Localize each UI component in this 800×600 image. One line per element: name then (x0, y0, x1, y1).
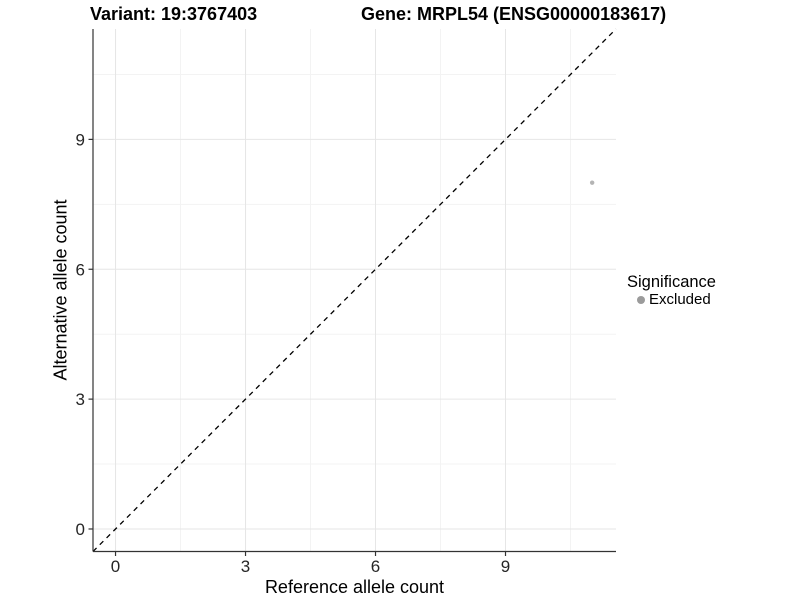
x-tick-label: 6 (371, 557, 380, 576)
x-tick-label: 0 (111, 557, 120, 576)
legend-entry-label: Excluded (649, 291, 711, 308)
y-tick-label: 6 (76, 260, 85, 279)
legend-entry-excluded: Excluded (627, 292, 716, 308)
identity-line (92, 28, 617, 552)
legend-key-dot-icon (637, 296, 645, 304)
data-point (589, 180, 595, 185)
y-axis-title: Alternative allele count (50, 199, 71, 381)
legend-title: Significance (627, 273, 716, 291)
plot-title-variant: Variant: 19:3767403 (90, 4, 258, 24)
y-tick-label: 0 (76, 520, 85, 539)
y-tick-label: 9 (76, 130, 85, 149)
plot-title-gene: Gene: MRPL54 (ENSG00000183617) (361, 4, 667, 24)
x-axis-title: Reference allele count (264, 577, 445, 597)
legend: Significance Excluded (627, 272, 716, 308)
x-tick-label: 9 (501, 557, 510, 576)
y-tick-label: 3 (76, 390, 85, 409)
x-tick-label: 3 (241, 557, 250, 576)
